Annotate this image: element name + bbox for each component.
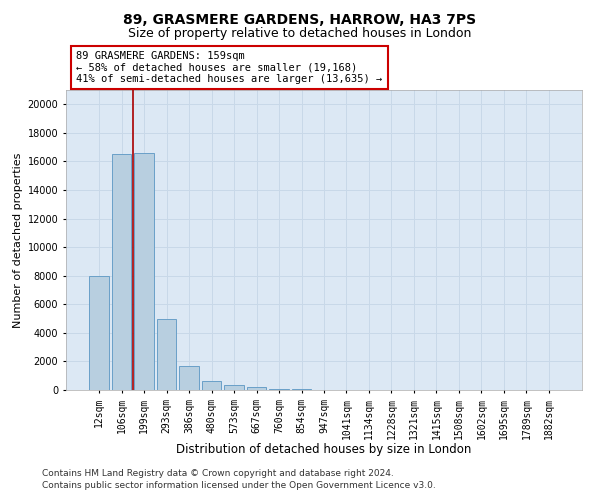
Bar (224, 384, 244, 390)
Text: 89 GRASMERE GARDENS: 159sqm
← 58% of detached houses are smaller (19,168)
41% of: 89 GRASMERE GARDENS: 159sqm ← 58% of det… (76, 51, 383, 84)
Bar (89, 276, 109, 390)
Bar (134, 153, 154, 390)
Bar (157, 318, 176, 390)
Bar (202, 382, 221, 390)
Bar (247, 387, 266, 390)
Bar (112, 154, 131, 390)
Bar (179, 366, 199, 390)
Bar (269, 388, 289, 390)
Text: 89, GRASMERE GARDENS, HARROW, HA3 7PS: 89, GRASMERE GARDENS, HARROW, HA3 7PS (124, 12, 476, 26)
Text: Contains HM Land Registry data © Crown copyright and database right 2024.: Contains HM Land Registry data © Crown c… (42, 468, 394, 477)
Y-axis label: Number of detached properties: Number of detached properties (13, 152, 23, 328)
Text: Contains public sector information licensed under the Open Government Licence v3: Contains public sector information licen… (42, 481, 436, 490)
Text: Size of property relative to detached houses in London: Size of property relative to detached ho… (128, 28, 472, 40)
X-axis label: Distribution of detached houses by size in London: Distribution of detached houses by size … (176, 443, 472, 456)
